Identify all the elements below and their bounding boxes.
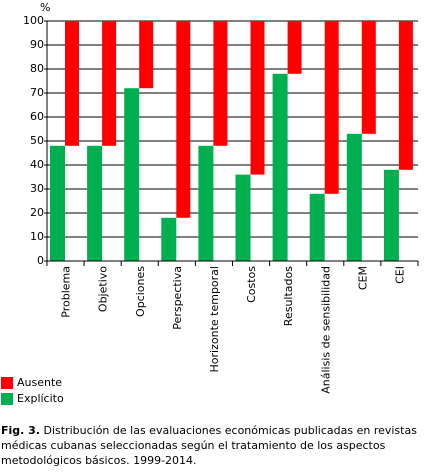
bar xyxy=(250,21,265,175)
y-tick-label: 0 xyxy=(37,254,44,267)
bar xyxy=(361,21,376,134)
y-tick-label: 30 xyxy=(30,182,44,195)
x-tick-label: Problema xyxy=(60,266,73,318)
bar xyxy=(50,145,65,261)
y-tick-label: 100 xyxy=(23,14,44,27)
bar xyxy=(383,169,399,261)
y-tick-label: 60 xyxy=(30,110,44,123)
x-tick-label: Costos xyxy=(245,266,258,303)
bar xyxy=(309,193,325,261)
bar xyxy=(213,21,228,146)
legend-swatch xyxy=(1,393,13,405)
x-tick-label: Resultados xyxy=(282,266,295,326)
bar xyxy=(124,88,140,261)
x-tick-label: Perspectiva xyxy=(171,266,184,330)
y-tick-label: 80 xyxy=(30,62,44,75)
bar xyxy=(161,217,177,261)
bar xyxy=(102,21,117,146)
y-tick-label: 50 xyxy=(30,134,44,147)
y-tick-label: 40 xyxy=(30,158,44,171)
y-tick-label: 20 xyxy=(30,206,44,219)
x-tick-label: Objetivo xyxy=(97,266,110,312)
bar xyxy=(87,145,103,261)
x-tick-label: Análisis de sensibilidad xyxy=(319,266,332,394)
bar xyxy=(287,21,302,74)
caption-label: Fig. 3. xyxy=(1,424,40,437)
bar xyxy=(176,21,191,218)
bar xyxy=(198,145,214,261)
bar xyxy=(398,21,413,170)
x-tick-label: Horizonte temporal xyxy=(208,266,221,372)
bar xyxy=(346,133,362,261)
y-axis-label: % xyxy=(40,1,50,14)
y-tick-label: 10 xyxy=(30,230,44,243)
bar xyxy=(272,73,288,261)
x-tick-label: CEM xyxy=(356,266,369,290)
y-tick-label: 70 xyxy=(30,86,44,99)
caption-text: Distribución de las evaluaciones económi… xyxy=(1,424,417,467)
x-tick-label: CEI xyxy=(393,266,406,284)
bar xyxy=(139,21,154,89)
legend-label: Ausente xyxy=(17,376,62,389)
y-tick-label: 90 xyxy=(30,38,44,51)
bar xyxy=(235,174,251,261)
bar xyxy=(324,21,339,194)
legend-swatch xyxy=(1,377,13,389)
bar xyxy=(65,21,79,146)
chart: % 0 10 20 30 40 50 60 70 80 90 100 Problema Objetivo… xyxy=(1,1,419,405)
caption: Fig. 3. Distribución de las evaluaciones… xyxy=(1,423,423,468)
legend-label: Explícito xyxy=(17,392,64,405)
x-tick-label: Opciones xyxy=(134,266,147,317)
